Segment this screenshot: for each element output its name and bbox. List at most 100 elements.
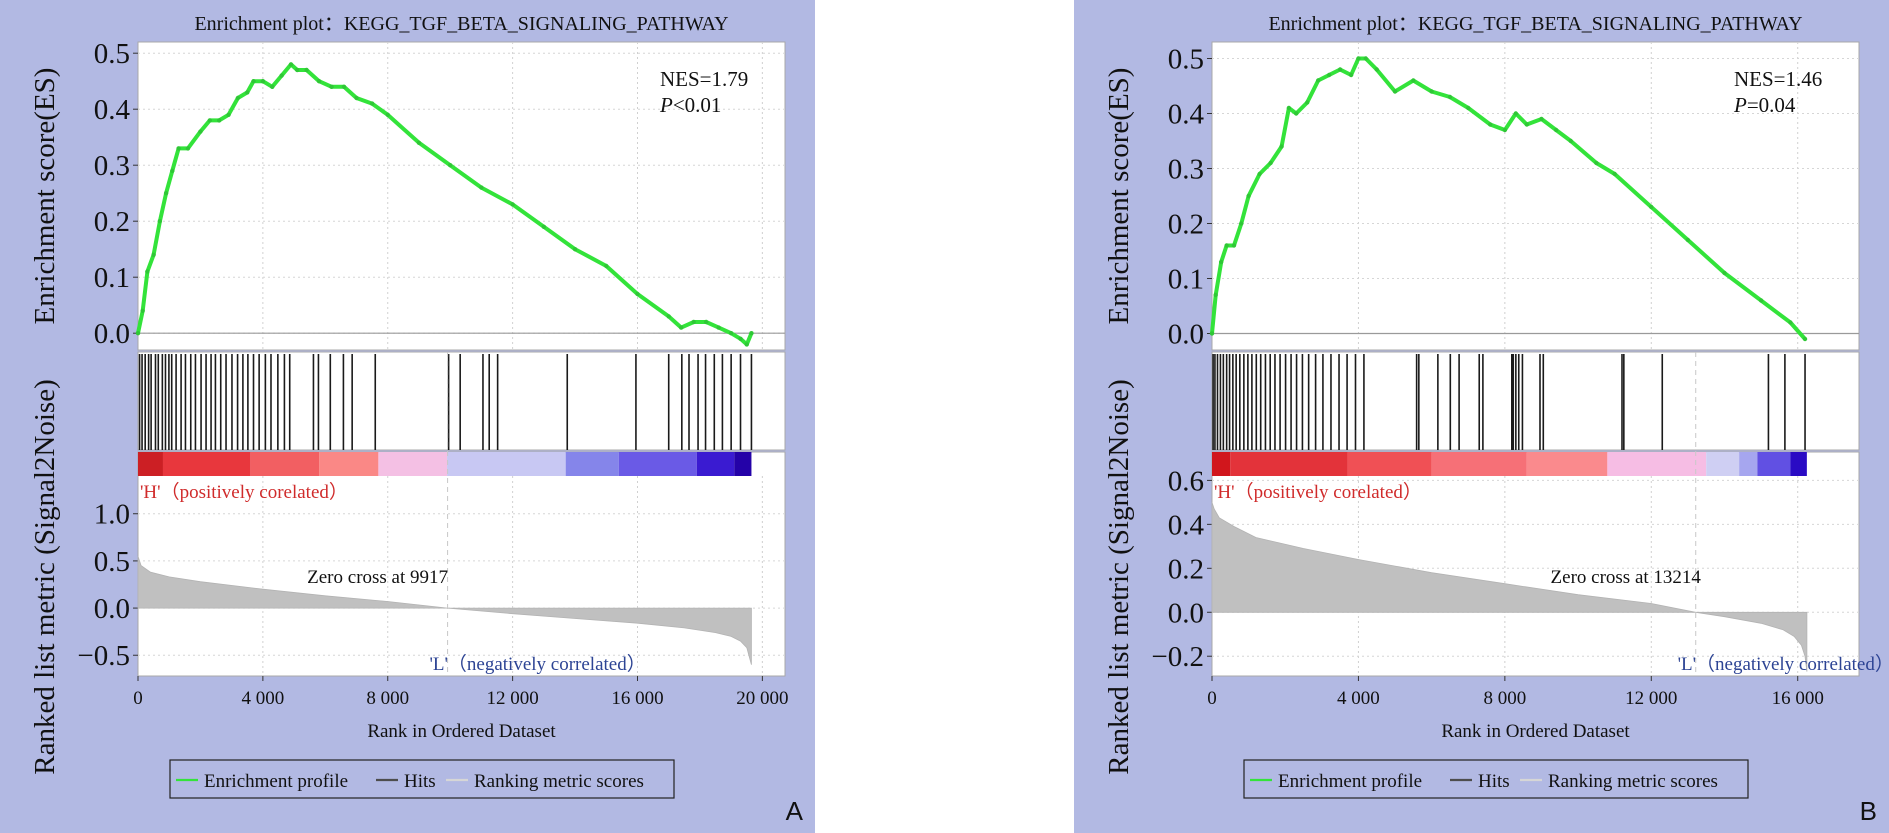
c1-es-point	[1257, 171, 1262, 177]
c0-es-point	[304, 67, 309, 73]
c1-metric-ytick-label: −0.2	[1151, 641, 1204, 673]
c1-metric-ylabel: Ranked list metric (Signal2Noise)	[1103, 379, 1135, 774]
c1-es-point	[1286, 105, 1292, 111]
c1-p-value: =0.04	[1747, 93, 1796, 117]
c0-xtick-label: 0	[133, 688, 143, 709]
c0-zero-cross-label: Zero cross at 9917	[307, 567, 448, 588]
c0-heat-band	[319, 452, 379, 476]
c0-legend-hits: Hits	[404, 771, 436, 792]
c1-xlabel: Rank in Ordered Dataset	[1441, 721, 1630, 742]
c0-es-point	[140, 308, 145, 313]
c0-es-ytick-label: 0.3	[94, 150, 130, 182]
c1-es-ytick-label: 0.5	[1168, 44, 1204, 76]
c0-heat-band	[162, 452, 251, 476]
c1-es-plot-area	[1211, 41, 1860, 351]
c1-zero-cross-label: Zero cross at 13214	[1551, 567, 1702, 588]
c0-heat-band	[447, 452, 566, 476]
c0-es-point	[572, 247, 578, 252]
c1-es-point	[1524, 122, 1530, 127]
c0-es-point	[170, 168, 175, 173]
c1-es-point	[1411, 78, 1416, 83]
c0-title: Enrichment plot：KEGG_TGF_BETA_SIGNALING_…	[194, 13, 728, 35]
c1-es-ytick-label: 0.4	[1168, 99, 1205, 131]
c0-heat-band	[696, 452, 735, 476]
c0-es-point	[245, 90, 250, 95]
c0-es-point	[749, 331, 754, 336]
c0-metric-ytick-label: 0.0	[94, 593, 130, 625]
c1-xtick-label: 4 000	[1337, 688, 1380, 709]
c0-es-point	[185, 146, 191, 151]
c1-metric-ytick-label: 0.6	[1168, 465, 1204, 497]
c1-heat-band	[1790, 452, 1807, 476]
c0-es-point	[744, 342, 749, 347]
c0-es-point	[145, 269, 150, 274]
c1-es-point	[1758, 298, 1764, 303]
c1-xtick-label: 0	[1207, 688, 1217, 709]
c0-legend-ranking-metric-scores: Ranking metric scores	[474, 771, 644, 792]
c1-h-label: 'H'（positively corelated）	[1214, 481, 1422, 503]
c0-xtick-label: 12 000	[486, 688, 538, 709]
c1-es-point	[1315, 78, 1321, 83]
c0-es-point	[163, 191, 169, 196]
c1-es-point	[1374, 67, 1379, 72]
c0-metric-ylabel: Ranked list metric (Signal2Noise)	[29, 379, 61, 774]
c1-es-ylabel: Enrichment score(ES)	[1103, 68, 1135, 325]
c0-p-stat: P<0.01	[659, 93, 721, 117]
c0-es-point	[279, 73, 284, 78]
c1-es-point	[1218, 259, 1224, 265]
c0-h-label: 'H'（positively corelated）	[140, 481, 348, 503]
c1-es-point	[1348, 72, 1354, 78]
c0-es-point	[270, 84, 275, 90]
c0-heat-band	[250, 452, 320, 476]
c1-heat-band	[1212, 452, 1231, 476]
c0-es-point	[151, 252, 156, 257]
c0-heat-band	[378, 452, 448, 476]
c0-es-point	[135, 331, 141, 336]
c1-es-point	[1209, 331, 1215, 336]
c0-es-point	[260, 79, 266, 84]
c0-es-point	[510, 202, 515, 207]
c1-es-point	[1392, 89, 1398, 94]
c1-es-point	[1447, 94, 1453, 100]
c0-xtick-label: 20 000	[736, 688, 788, 709]
c0-es-point	[738, 336, 743, 341]
c0-es-point	[479, 185, 484, 190]
c0-xtick-label: 8 000	[366, 688, 409, 709]
c0-heat-band	[138, 452, 163, 476]
c1-heat-band	[1607, 452, 1707, 476]
c0-es-point	[703, 319, 709, 325]
c0-heat-band	[734, 452, 752, 476]
c1-heat-band	[1739, 452, 1758, 476]
c0-es-point	[385, 112, 390, 118]
c0-es-point	[341, 84, 347, 90]
c0-xtick-label: 4 000	[241, 688, 284, 709]
c0-legend-box	[169, 759, 675, 799]
c0-xlabel: Rank in Ordered Dataset	[367, 721, 556, 742]
c0-es-ytick-label: 0.0	[94, 318, 130, 350]
c0-es-point	[207, 118, 213, 123]
c1-es-point	[1488, 122, 1493, 127]
c0-es-point	[416, 140, 422, 145]
c0-es-point	[728, 331, 734, 336]
c1-es-point	[1246, 193, 1251, 199]
c0-es-point	[716, 325, 721, 330]
c1-nes-stat: NES=1.46	[1734, 67, 1822, 91]
c1-xtick-label: 12 000	[1625, 688, 1677, 709]
chart-b-svg: Enrichment plot：KEGG_TGF_BETA_SIGNALING_…	[1103, 13, 1889, 799]
panel-b: Enrichment plot：KEGG_TGF_BETA_SIGNALING_…	[1074, 0, 1889, 833]
panel-label-a: A	[785, 796, 803, 826]
c1-es-point	[1568, 138, 1573, 144]
c1-metric-ytick-label: 0.0	[1168, 597, 1204, 629]
c0-xtick-label: 16 000	[611, 688, 663, 709]
c1-legend-enrichment-profile: Enrichment profile	[1278, 771, 1422, 792]
c1-legend-ranking-metric-scores: Ranking metric scores	[1548, 771, 1718, 792]
c1-es-point	[1685, 237, 1691, 243]
c1-hits-area	[1211, 351, 1860, 451]
c1-l-label: 'L'（negatively correlated）	[1678, 653, 1889, 675]
c0-es-point	[295, 67, 300, 73]
c0-es-point	[226, 112, 231, 118]
c1-legend: Enrichment profile Hits Ranking metric sco…	[1243, 759, 1749, 799]
c1-heat-band	[1706, 452, 1740, 476]
c1-es-point	[1802, 336, 1808, 342]
c1-es-ytick-label: 0.2	[1168, 209, 1204, 241]
